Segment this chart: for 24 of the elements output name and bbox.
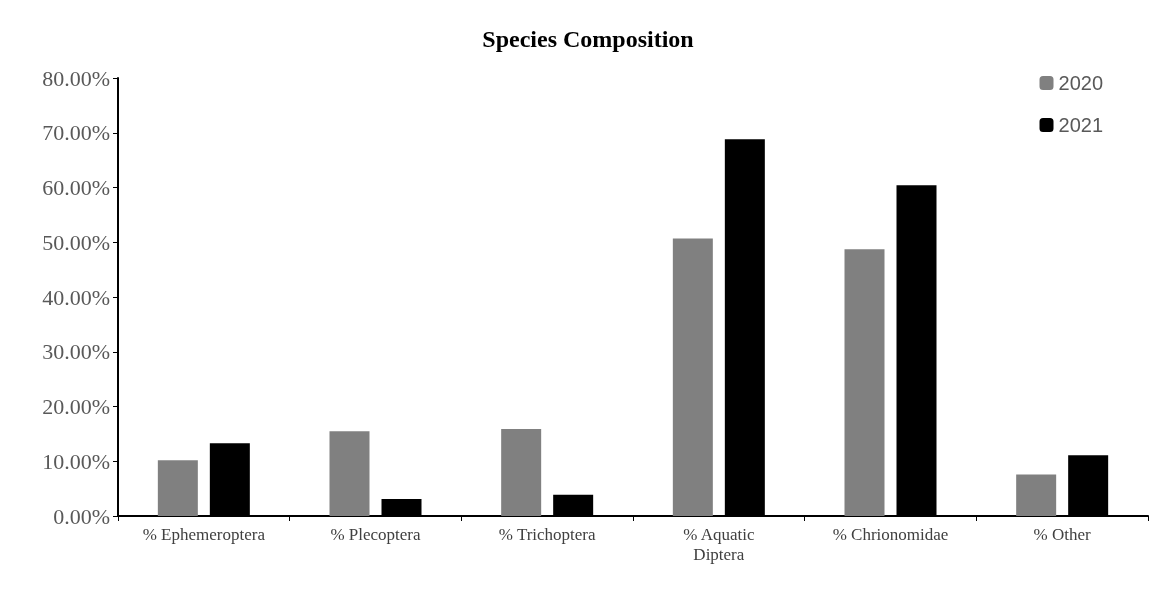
x-tick-label: % Aquatic Diptera (683, 524, 755, 564)
chart-title: Species Composition (482, 26, 694, 52)
bar (157, 460, 198, 516)
bar (844, 249, 885, 516)
y-tick-label: 50.00% (42, 229, 110, 255)
y-tick-label: 0.00% (53, 503, 110, 529)
bar (501, 428, 542, 516)
legend-label: 2020 (1058, 72, 1104, 94)
y-tick-label: 20.00% (42, 394, 110, 419)
bar (1016, 474, 1057, 516)
y-tick-label: 40.00% (42, 284, 110, 310)
x-tick-label: % Plecoptera (330, 524, 422, 544)
legend-label: 2021 (1058, 114, 1104, 136)
bar (329, 431, 370, 516)
y-tick-label: 10.00% (42, 448, 110, 474)
x-tick-label: % Other (1033, 524, 1092, 544)
y-tick-label: 70.00% (42, 120, 110, 146)
y-tick-label: 60.00% (42, 175, 110, 200)
bar (672, 238, 713, 516)
x-tick-label: % Ephemeroptera (142, 524, 266, 544)
y-tick-label: 30.00% (42, 339, 110, 365)
x-tick-label: % Trichoptera (498, 524, 597, 544)
y-tick-label: 80.00% (42, 65, 110, 91)
x-tick-label: % Chrionomidae (832, 524, 949, 544)
